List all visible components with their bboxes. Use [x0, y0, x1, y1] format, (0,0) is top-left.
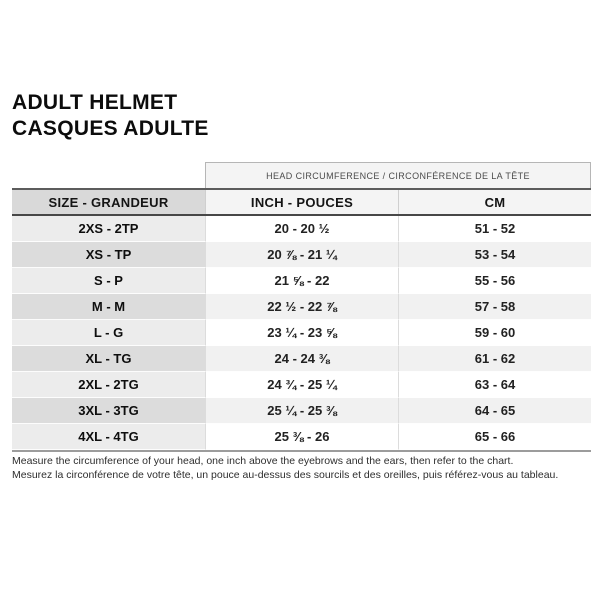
size-cell: S - P: [12, 268, 205, 294]
size-cell: 4XL - 4TG: [12, 424, 205, 450]
table-row: 2XL - 2TG 24 ¾ - 25 ¼ 63 - 64: [12, 372, 591, 398]
cm-cell: 53 - 54: [398, 242, 591, 268]
inch-cell: 25 ⅜ - 26: [205, 424, 398, 450]
table-row: S - P 21 ⅝ - 22 55 - 56: [12, 268, 591, 294]
cm-cell: 61 - 62: [398, 346, 591, 372]
inch-cell: 24 ¾ - 25 ¼: [205, 372, 398, 398]
inch-cell: 24 - 24 ⅜: [205, 346, 398, 372]
page-title-fr: CASQUES ADULTE: [12, 117, 209, 140]
cm-cell: 63 - 64: [398, 372, 591, 398]
inch-cell: 22 ½ - 22 ⅞: [205, 294, 398, 320]
head-circumference-header: HEAD CIRCUMFERENCE / CIRCONFÉRENCE DE LA…: [205, 162, 591, 188]
column-header-row: SIZE - GRANDEUR INCH - POUCES CM: [12, 188, 591, 216]
inch-cell: 20 ⅞ - 21 ¼: [205, 242, 398, 268]
cm-cell: 65 - 66: [398, 424, 591, 450]
inch-cell: 25 ¼ - 25 ⅜: [205, 398, 398, 424]
footnote-en: Measure the circumference of your head, …: [12, 455, 514, 467]
page-title: ADULT HELMET CASQUES ADULTE: [12, 90, 209, 142]
column-header-cm: CM: [398, 190, 591, 214]
size-cell: 3XL - 3TG: [12, 398, 205, 424]
inch-cell: 23 ¼ - 23 ⅝: [205, 320, 398, 346]
table-row: 2XS - 2TP 20 - 20 ½ 51 - 52: [12, 216, 591, 242]
size-cell: L - G: [12, 320, 205, 346]
cm-cell: 59 - 60: [398, 320, 591, 346]
cm-cell: 51 - 52: [398, 216, 591, 242]
table-row: 3XL - 3TG 25 ¼ - 25 ⅜ 64 - 65: [12, 398, 591, 424]
size-cell: 2XS - 2TP: [12, 216, 205, 242]
inch-cell: 21 ⅝ - 22: [205, 268, 398, 294]
size-chart-table: HEAD CIRCUMFERENCE / CIRCONFÉRENCE DE LA…: [12, 162, 591, 452]
table-row: L - G 23 ¼ - 23 ⅝ 59 - 60: [12, 320, 591, 346]
table-row: M - M 22 ½ - 22 ⅞ 57 - 58: [12, 294, 591, 320]
size-cell: M - M: [12, 294, 205, 320]
footnote-fr: Mesurez la circonférence de votre tête, …: [12, 468, 559, 481]
column-header-size: SIZE - GRANDEUR: [12, 190, 205, 214]
footnotes: Measure the circumference of your head, …: [12, 455, 592, 482]
table-row: XL - TG 24 - 24 ⅜ 61 - 62: [12, 346, 591, 372]
column-header-inch: INCH - POUCES: [205, 190, 398, 214]
cm-cell: 55 - 56: [398, 268, 591, 294]
page-title-en: ADULT HELMET: [12, 91, 178, 114]
cm-cell: 57 - 58: [398, 294, 591, 320]
size-cell: XS - TP: [12, 242, 205, 268]
cm-cell: 64 - 65: [398, 398, 591, 424]
size-cell: XL - TG: [12, 346, 205, 372]
size-cell: 2XL - 2TG: [12, 372, 205, 398]
table-row: XS - TP 20 ⅞ - 21 ¼ 53 - 54: [12, 242, 591, 268]
table-rows: 2XS - 2TP 20 - 20 ½ 51 - 52 XS - TP 20 ⅞…: [12, 216, 591, 452]
inch-cell: 20 - 20 ½: [205, 216, 398, 242]
table-row: 4XL - 4TG 25 ⅜ - 26 65 - 66: [12, 424, 591, 450]
